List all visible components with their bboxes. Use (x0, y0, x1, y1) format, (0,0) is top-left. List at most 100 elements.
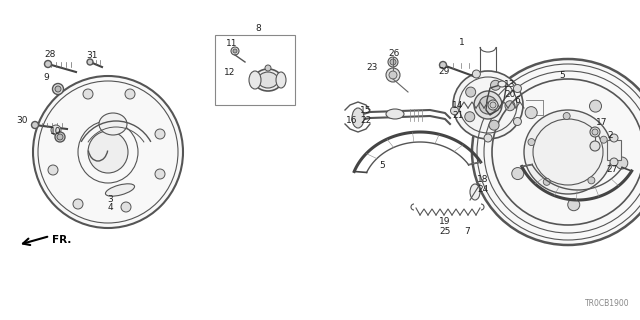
Ellipse shape (55, 86, 61, 92)
Ellipse shape (470, 184, 480, 200)
Text: 25: 25 (439, 228, 451, 236)
Ellipse shape (451, 107, 458, 115)
Ellipse shape (590, 127, 600, 137)
Ellipse shape (83, 89, 93, 99)
Text: 5: 5 (379, 161, 385, 170)
Ellipse shape (563, 113, 570, 120)
Ellipse shape (610, 134, 618, 142)
Text: 18: 18 (477, 174, 489, 183)
Ellipse shape (258, 72, 278, 88)
Ellipse shape (51, 125, 61, 135)
Ellipse shape (31, 122, 38, 129)
Ellipse shape (490, 102, 496, 108)
Ellipse shape (465, 112, 475, 122)
Text: 22: 22 (360, 116, 372, 124)
Text: 14: 14 (452, 100, 464, 109)
Text: 12: 12 (224, 68, 236, 76)
Ellipse shape (125, 89, 135, 99)
Ellipse shape (453, 71, 523, 139)
Ellipse shape (588, 177, 595, 184)
Ellipse shape (352, 108, 364, 128)
Ellipse shape (466, 87, 476, 97)
Text: 13: 13 (504, 79, 516, 89)
Text: 15: 15 (360, 106, 372, 115)
Ellipse shape (386, 68, 400, 82)
Ellipse shape (484, 134, 492, 142)
Ellipse shape (388, 57, 398, 67)
Text: 26: 26 (388, 49, 400, 58)
Ellipse shape (231, 47, 239, 55)
Ellipse shape (600, 136, 607, 143)
Ellipse shape (513, 117, 522, 125)
Ellipse shape (57, 134, 63, 140)
Ellipse shape (440, 61, 447, 68)
Ellipse shape (48, 165, 58, 175)
Text: TR0CB1900: TR0CB1900 (586, 299, 630, 308)
Ellipse shape (505, 101, 515, 111)
Text: 11: 11 (227, 38, 237, 47)
Ellipse shape (543, 178, 550, 185)
Ellipse shape (52, 84, 63, 94)
Text: 30: 30 (16, 116, 28, 124)
Ellipse shape (33, 76, 183, 228)
Text: 10: 10 (51, 126, 61, 135)
Ellipse shape (99, 113, 127, 135)
Text: 27: 27 (606, 164, 618, 173)
Ellipse shape (254, 69, 282, 91)
Ellipse shape (389, 71, 397, 79)
Ellipse shape (472, 70, 481, 78)
Ellipse shape (528, 139, 535, 146)
Text: 28: 28 (44, 50, 56, 59)
Ellipse shape (616, 157, 628, 169)
Ellipse shape (106, 184, 134, 196)
Ellipse shape (45, 60, 51, 68)
Text: 7: 7 (464, 228, 470, 236)
Ellipse shape (498, 81, 506, 87)
Ellipse shape (525, 107, 537, 119)
Ellipse shape (386, 109, 404, 119)
Ellipse shape (512, 168, 524, 180)
Ellipse shape (390, 59, 396, 65)
Ellipse shape (474, 91, 502, 119)
Ellipse shape (589, 100, 602, 112)
Bar (607, 140, 621, 160)
Text: 8: 8 (255, 23, 261, 33)
Text: 17: 17 (596, 117, 608, 126)
Ellipse shape (155, 129, 165, 139)
Ellipse shape (249, 71, 261, 89)
Text: FR.: FR. (52, 235, 72, 245)
Ellipse shape (73, 199, 83, 209)
Ellipse shape (590, 141, 600, 151)
Text: 2: 2 (607, 131, 613, 140)
Ellipse shape (121, 202, 131, 212)
Ellipse shape (265, 65, 271, 71)
Text: 1: 1 (459, 37, 465, 46)
Ellipse shape (276, 72, 286, 88)
Ellipse shape (233, 49, 237, 53)
Ellipse shape (524, 110, 612, 194)
Ellipse shape (87, 59, 93, 65)
Ellipse shape (490, 80, 500, 90)
Text: 9: 9 (43, 73, 49, 82)
Ellipse shape (568, 199, 580, 211)
Text: 6: 6 (514, 95, 520, 105)
Text: 16: 16 (346, 116, 358, 124)
Text: 5: 5 (559, 70, 565, 79)
Ellipse shape (88, 131, 128, 173)
Ellipse shape (155, 169, 165, 179)
Bar (215, 35, 295, 105)
Text: 3: 3 (107, 196, 113, 204)
Text: 23: 23 (366, 62, 378, 71)
Ellipse shape (513, 84, 522, 92)
Ellipse shape (55, 132, 65, 142)
Text: 21: 21 (452, 110, 464, 119)
Ellipse shape (479, 96, 497, 114)
Ellipse shape (489, 120, 499, 130)
Text: 24: 24 (477, 185, 488, 194)
Text: 29: 29 (438, 67, 450, 76)
Ellipse shape (488, 100, 498, 110)
Ellipse shape (472, 59, 640, 245)
Text: 20: 20 (504, 90, 516, 99)
Text: 19: 19 (439, 218, 451, 227)
Ellipse shape (592, 129, 598, 135)
